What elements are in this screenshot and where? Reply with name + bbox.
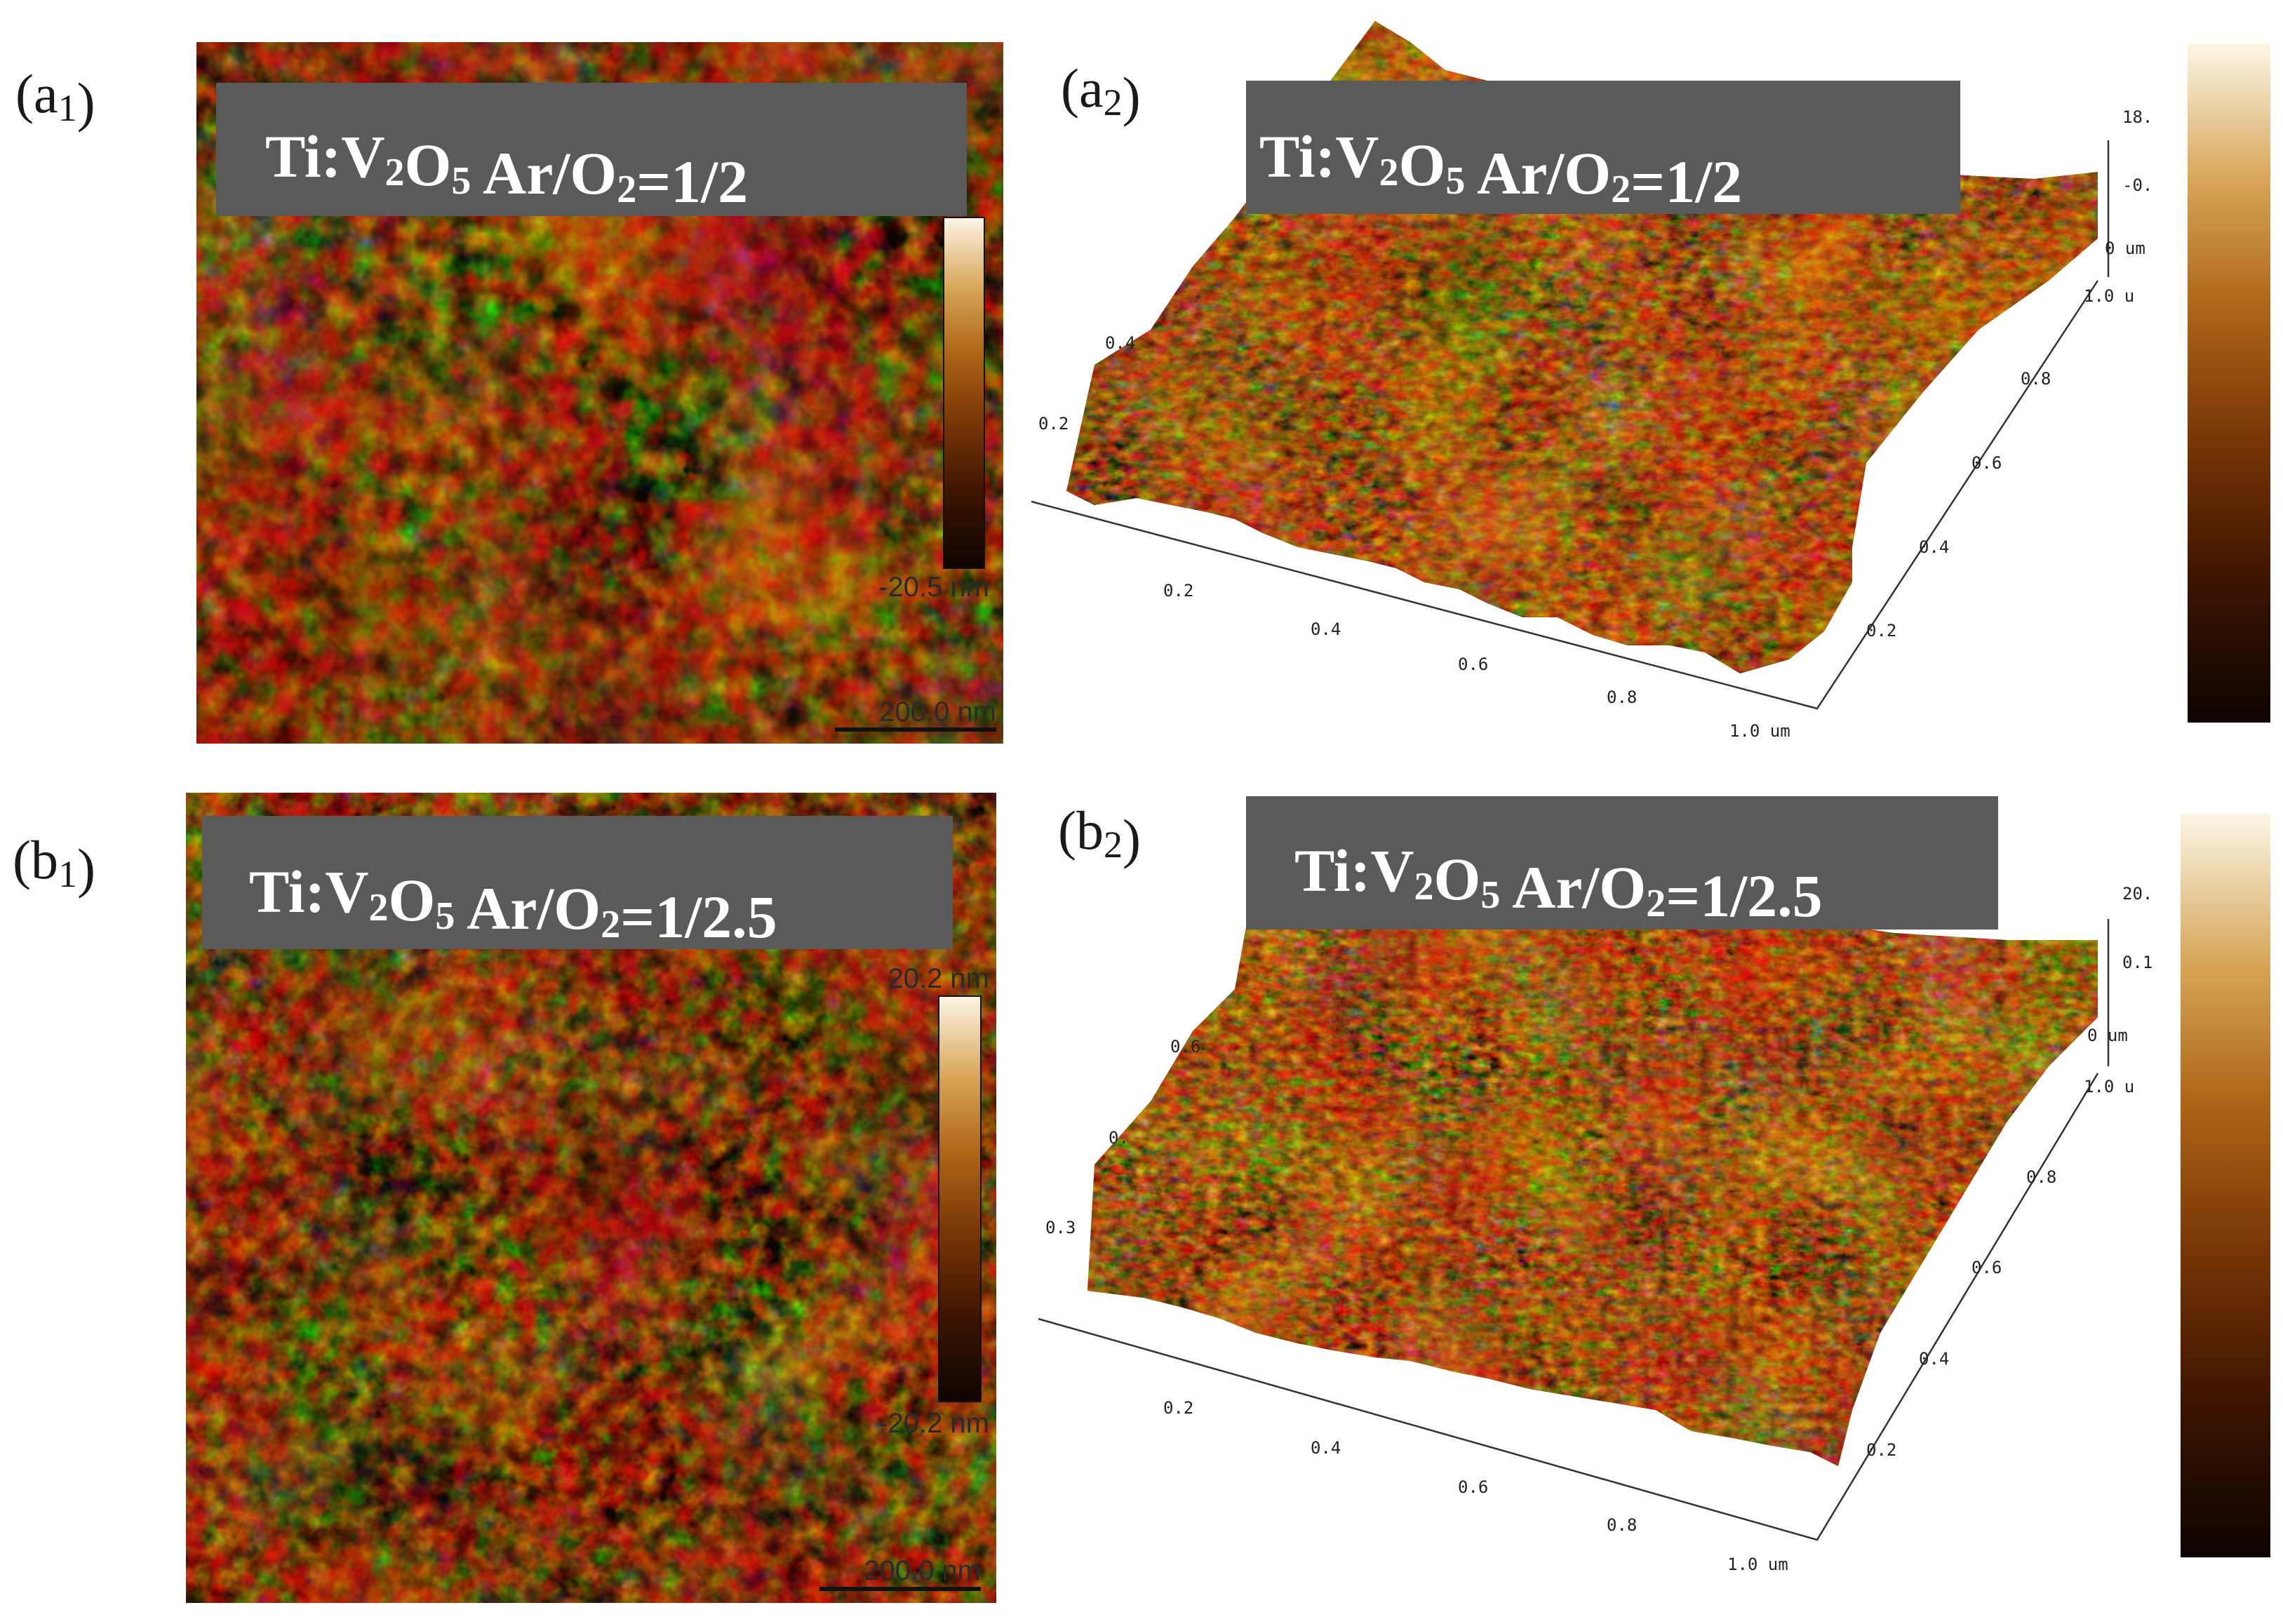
z-tick-b2-3: 0 um <box>2087 1026 2128 1045</box>
y-tick-b2-5: 0.2 <box>1866 1440 1896 1460</box>
colorbar-a1 <box>943 217 985 569</box>
x-tick-a2-2: 0.4 <box>1311 619 1341 639</box>
panel-label-a1: (a1) <box>15 63 95 133</box>
left-tick-a2-2: 0.2 <box>1038 414 1069 434</box>
x-tick-b2-3: 0.6 <box>1458 1477 1488 1497</box>
colorbar-b2 <box>2181 814 2270 1557</box>
colorbar-a2 <box>2188 43 2270 723</box>
banner-a2-text: Ti:V2O5 Ar/O2=1/2 <box>1259 123 1742 215</box>
y-tick-a2-3: 0.6 <box>1971 453 2002 473</box>
scale-min-b1: -20.2 nm <box>878 1408 989 1439</box>
left-ticks-a2: 0.4 0.2 <box>1038 333 1135 434</box>
banner-b1 <box>202 816 953 949</box>
z-tick-a2-2: -0. <box>2122 175 2153 195</box>
y-tick-a2-4: 0.4 <box>1919 537 1949 557</box>
y-tick-b2-4: 0.4 <box>1919 1349 1949 1369</box>
z-ticks-a2: 18. -0. 0 um <box>2105 107 2153 258</box>
y-tick-b2-3: 0.6 <box>1971 1258 2002 1277</box>
panel-label-b2: (b2) <box>1058 800 1141 869</box>
left-tick-a2-1: 0.4 <box>1105 333 1135 353</box>
x-tick-a2-4: 0.8 <box>1607 687 1637 707</box>
x-tick-a2-5: 1.0 um <box>1729 721 1790 741</box>
panel-label-b1: (b1) <box>13 829 95 899</box>
z-ticks-b2: 20. 0.1 0 um <box>2087 884 2153 1045</box>
y-tick-a2-5: 0.2 <box>1866 621 1896 640</box>
scale-bar-label-b1: 200.0 nm <box>864 1555 981 1586</box>
x-tick-b2-4: 0.8 <box>1607 1515 1637 1535</box>
banner-b2 <box>1246 796 1998 930</box>
axis-base-a2 <box>1031 280 2099 710</box>
x-tick-b2-2: 0.4 <box>1311 1438 1341 1458</box>
y-tick-a2-2: 0.8 <box>2021 369 2051 389</box>
scale-min-a1: -20.5 nm <box>878 572 989 603</box>
y-tick-b2-2: 0.8 <box>2026 1167 2056 1187</box>
x-ticks-b2: 0.2 0.4 0.6 0.8 1.0 um <box>1163 1398 1788 1574</box>
left-tick-b2-3: 0.3 <box>1045 1218 1076 1237</box>
banner-a1 <box>216 83 967 216</box>
scale-max-b1: 20.2 nm <box>888 963 989 994</box>
colorbar-b1 <box>938 995 982 1402</box>
z-tick-a2-3: 0 um <box>2105 239 2145 258</box>
scale-bar-label-a1: 200.0 nm <box>879 697 996 727</box>
left-tick-b2-2: 0. <box>1109 1128 1129 1148</box>
banner-text-a1: Ti:V2O5 Ar/O2=1/2 <box>265 123 748 215</box>
x-tick-b2-1: 0.2 <box>1163 1398 1193 1418</box>
banner-a1-text: Ti:V2O5 Ar/O2=1/2 <box>265 123 748 215</box>
panel-a2: (a2) 0.2 0.4 0.6 0.8 1.0 um 1.0 u 0.8 0.… <box>1031 21 2270 741</box>
left-tick-b2-1: 0.6 <box>1170 1037 1200 1056</box>
axis-base-b2 <box>1038 1073 2099 1541</box>
banner-text-b1: Ti:V2O5 Ar/O2=1/2.5 <box>249 858 777 951</box>
y-ticks-b2: 1.0 u 0.8 0.6 0.4 0.2 <box>1866 1077 2134 1460</box>
panel-b2: (b2) 0.2 0.4 0.6 0.8 1.0 um 1.0 u 0.8 0.… <box>1038 796 2270 1574</box>
banner-b1-text: Ti:V2O5 Ar/O2=1/2.5 <box>249 858 777 951</box>
z-tick-b2-1: 20. <box>2122 884 2153 904</box>
x-ticks-a2: 0.2 0.4 0.6 0.8 1.0 um <box>1163 581 1790 741</box>
y-tick-b2-1: 1.0 u <box>2084 1077 2134 1096</box>
x-tick-b2-5: 1.0 um <box>1727 1555 1788 1574</box>
x-tick-a2-1: 0.2 <box>1163 581 1193 600</box>
panel-a1: (a1) -20.5 nm 200.0 nm Ti:V2O5 Ar/O2=1/2 <box>15 42 1003 744</box>
panel-label-a2: (a2) <box>1061 58 1141 127</box>
x-tick-a2-3: 0.6 <box>1458 655 1488 674</box>
banner-a2 <box>1246 81 1960 214</box>
panel-b1: (b1) 20.2 nm -20.2 nm 200.0 nm Ti:V2O5 A… <box>13 793 996 1603</box>
left-ticks-b2: 0.6 0. 0.3 <box>1045 1037 1200 1237</box>
y-ticks-a2: 1.0 u 0.8 0.6 0.4 0.2 <box>1866 286 2134 640</box>
banner-b2-text: Ti:V2O5 Ar/O2=1/2.5 <box>1294 837 1823 930</box>
banner-text-b2: Ti:V2O5 Ar/O2=1/2.5 <box>1294 837 1823 930</box>
banner-text-a2: Ti:V2O5 Ar/O2=1/2 <box>1259 123 1742 215</box>
y-tick-a2-1: 1.0 u <box>2084 286 2134 306</box>
z-tick-b2-2: 0.1 <box>2122 953 2153 972</box>
z-tick-a2-1: 18. <box>2122 107 2153 127</box>
